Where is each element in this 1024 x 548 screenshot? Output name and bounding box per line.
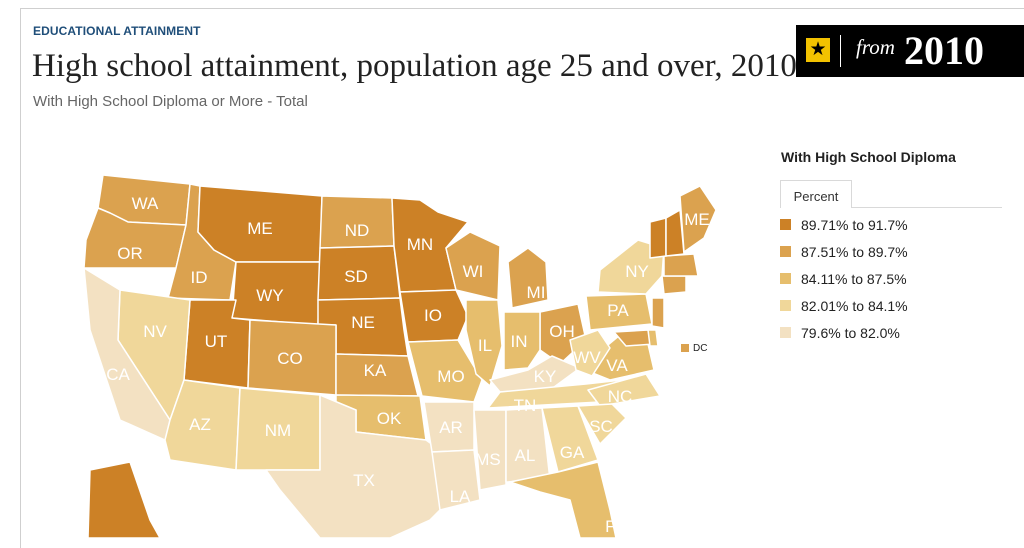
legend-swatch <box>780 273 791 284</box>
state-wv[interactable] <box>569 329 611 377</box>
state-label-ok: OK <box>377 409 402 428</box>
state-label-in: IN <box>511 332 528 351</box>
state-label-tn: TN <box>514 396 537 415</box>
state-label-fl: FL <box>605 517 625 536</box>
state-label-az: AZ <box>189 415 211 434</box>
state-la[interactable] <box>431 449 481 511</box>
legend-swatch <box>780 246 791 257</box>
state-label-nv: NV <box>143 322 167 341</box>
state-label-wa: WA <box>132 194 159 213</box>
state-label-ms: MS <box>475 450 501 469</box>
badge-divider <box>840 35 841 67</box>
state-label-io: IO <box>424 306 442 325</box>
state-io[interactable] <box>399 289 469 343</box>
dc-swatch <box>681 344 689 353</box>
state-de[interactable] <box>647 329 659 347</box>
tab-percent[interactable]: Percent <box>780 180 852 208</box>
state-ms[interactable] <box>473 409 507 491</box>
state-label-ka: KA <box>364 361 387 380</box>
state-label-la: LA <box>450 487 471 506</box>
state-label-ny: NY <box>625 262 649 281</box>
state-mi[interactable] <box>507 247 549 309</box>
state-ak[interactable] <box>87 461 161 538</box>
state-al[interactable] <box>505 407 551 483</box>
state-label-tx: TX <box>353 471 375 490</box>
legend-swatch <box>780 327 791 338</box>
state-label-meast: ME <box>684 210 710 229</box>
badge-from: from <box>856 35 895 59</box>
state-nc[interactable] <box>587 373 661 407</box>
state-label-mn: MN <box>407 235 433 254</box>
state-label-ut: UT <box>205 332 228 351</box>
legend-swatch <box>780 219 791 230</box>
state-sc[interactable] <box>577 403 627 445</box>
state-label-sc: SC <box>589 417 613 436</box>
legend-label: 79.6% to 82.0% <box>801 325 900 341</box>
state-wi[interactable] <box>445 231 501 301</box>
legend-label: 82.01% to 84.1% <box>801 298 908 314</box>
state-label-ga: GA <box>560 443 585 462</box>
state-il[interactable] <box>465 299 503 387</box>
state-in[interactable] <box>503 311 541 371</box>
state-label-wi: WI <box>463 262 484 281</box>
state-label-nm: NM <box>265 421 291 440</box>
map-panel-frame <box>20 8 1024 548</box>
state-meast[interactable] <box>679 185 717 253</box>
legend-label: 87.51% to 89.7% <box>801 244 908 260</box>
state-ga[interactable] <box>541 405 599 473</box>
state-label-wy: WY <box>256 286 283 305</box>
dc-label: DC <box>693 343 708 354</box>
state-label-id: ID <box>191 268 208 287</box>
legend-title: With High School Diploma <box>781 149 956 165</box>
state-label-al: AL <box>515 446 536 465</box>
state-vt[interactable] <box>649 217 667 259</box>
state-label-ca: CA <box>106 365 130 384</box>
state-label-mi: MI <box>527 283 546 302</box>
state-tx[interactable] <box>265 394 461 538</box>
state-label-pa: PA <box>607 301 629 320</box>
page-title: High school attainment, population age 2… <box>32 48 797 84</box>
legend-label: 84.11% to 87.5% <box>801 271 907 287</box>
state-label-va: VA <box>606 356 628 375</box>
state-nh[interactable] <box>665 209 685 257</box>
dc-marker[interactable]: DC <box>681 343 707 354</box>
state-fl[interactable] <box>509 461 617 538</box>
state-label-oh: OH <box>549 322 575 341</box>
section-kicker: EDUCATIONAL ATTAINMENT <box>33 24 201 38</box>
legend-label: 89.71% to 91.7% <box>801 217 908 233</box>
state-label-mo: MO <box>437 367 464 386</box>
legend-swatch <box>780 300 791 311</box>
state-label-ky: KY <box>534 367 557 386</box>
state-ct[interactable] <box>661 275 687 295</box>
state-label-ne: NE <box>351 313 375 332</box>
state-label-me: ME <box>247 219 273 238</box>
state-label-sd: SD <box>344 267 368 286</box>
state-ma[interactable] <box>663 253 699 277</box>
tab-underline <box>852 207 1002 208</box>
state-label-il: IL <box>478 336 492 355</box>
state-label-co: CO <box>277 349 303 368</box>
star-icon: ★ <box>806 38 830 62</box>
state-nj[interactable] <box>651 297 665 329</box>
state-label-nd: ND <box>345 221 370 240</box>
state-label-or: OR <box>117 244 143 263</box>
state-mo[interactable] <box>407 339 483 403</box>
state-label-ar: AR <box>439 418 463 437</box>
state-label-wv: WV <box>573 348 601 367</box>
badge-year: 2010 <box>904 28 984 73</box>
state-label-nc: NC <box>608 387 633 406</box>
from-year-badge: ★ from 2010 <box>796 25 1024 77</box>
page-subtitle: With High School Diploma or More - Total <box>33 93 308 110</box>
